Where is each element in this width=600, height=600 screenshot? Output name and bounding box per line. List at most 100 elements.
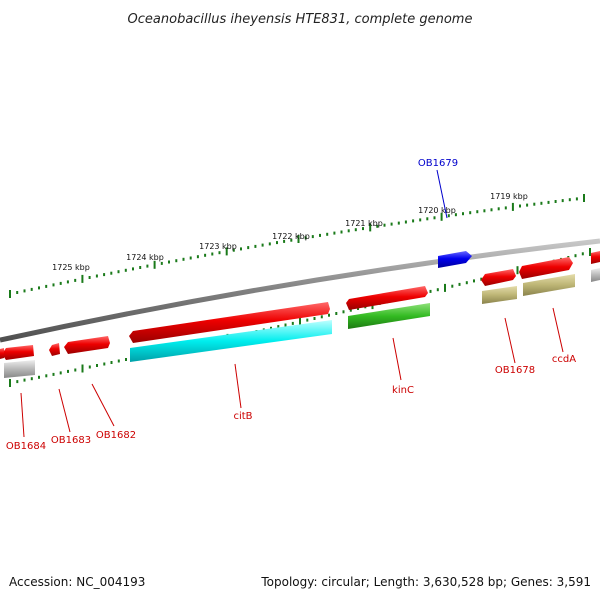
upper-scale-minor-tick xyxy=(433,216,436,220)
gene-label-OB1678[interactable]: OB1678 xyxy=(495,365,535,376)
gene-OB1684-arrow[interactable] xyxy=(2,345,34,360)
cds-row-upper xyxy=(0,251,600,360)
upper-scale-minor-tick xyxy=(526,203,529,207)
feature-citB-box xyxy=(130,320,332,362)
gene-ccdA-arrow[interactable] xyxy=(519,257,573,279)
upper-scale-minor-tick xyxy=(45,284,48,288)
gene-OB1682-arrow[interactable] xyxy=(64,336,110,354)
gene-OB1683-arrow[interactable] xyxy=(49,343,60,356)
upper-scale-minor-tick xyxy=(261,243,264,247)
upper-scale-minor-tick xyxy=(160,261,163,265)
lower-scale-minor-tick xyxy=(436,288,439,292)
lower-scale-major-tick xyxy=(299,317,301,326)
feature-OB1678-box xyxy=(482,286,517,304)
gene-arrow-edge[interactable] xyxy=(591,251,600,264)
accession-text: Accession: NC_004193 xyxy=(9,575,145,589)
scale-label-1725: 1725 kbp xyxy=(52,263,90,272)
lower-scale-minor-tick xyxy=(23,378,26,382)
gene-label-kinC[interactable]: kinC xyxy=(392,385,414,396)
upper-scale-minor-tick xyxy=(419,218,422,222)
lower-scale-major-tick xyxy=(9,379,11,387)
upper-scale-minor-tick xyxy=(132,267,134,271)
lower-scale-minor-tick xyxy=(125,358,127,361)
upper-scale-minor-tick xyxy=(240,247,242,251)
gene-kinC-arrow[interactable] xyxy=(346,286,428,310)
lower-scale-minor-tick xyxy=(38,375,40,379)
upper-scale-major-tick xyxy=(81,274,84,283)
lower-scale-minor-tick xyxy=(465,281,468,285)
gene-labels: OB1679 OB1678 ccdA kinC citB OB1682 OB16… xyxy=(6,158,576,452)
scale-label-1721: 1721 kbp xyxy=(345,219,383,228)
upper-scale-minor-tick xyxy=(66,280,69,284)
gene-label-ccdA[interactable]: ccdA xyxy=(552,354,576,365)
gene-label-OB1679[interactable]: OB1679 xyxy=(418,158,458,169)
gene-label-OB1683[interactable]: OB1683 xyxy=(51,435,91,446)
upper-scale-major-tick xyxy=(153,260,156,269)
leader-OB1682 xyxy=(91,383,115,427)
upper-scale-minor-tick xyxy=(103,273,106,277)
upper-scale-minor-tick xyxy=(124,268,127,272)
upper-scale-minor-tick xyxy=(362,227,364,231)
map-title: Oceanobacillus iheyensis HTE831, complet… xyxy=(128,12,473,27)
scale-label-1723: 1723 kbp xyxy=(199,242,237,251)
upper-scale-minor-tick xyxy=(504,206,507,210)
upper-scale-minor-tick xyxy=(52,283,55,287)
lower-scale-minor-tick xyxy=(284,323,287,327)
gene-label-citB[interactable]: citB xyxy=(233,411,252,422)
lower-scale-minor-tick xyxy=(574,254,577,258)
upper-scale-minor-tick xyxy=(30,287,33,291)
upper-scale-minor-tick xyxy=(95,274,98,278)
lower-scale-major-tick xyxy=(444,283,446,292)
lower-scale-minor-tick xyxy=(277,325,280,329)
upper-scale-minor-tick xyxy=(16,291,19,294)
upper-scale-minor-tick xyxy=(568,198,571,202)
upper-scale-major-tick xyxy=(9,290,11,298)
upper-scale-minor-tick xyxy=(189,256,192,260)
upper-scale-major-tick xyxy=(297,235,300,243)
upper-scale-minor-tick xyxy=(110,271,113,275)
lower-scale-minor-tick xyxy=(357,307,359,310)
leader-OB1678 xyxy=(504,317,516,364)
upper-scale-minor-tick xyxy=(575,197,578,201)
upper-scale-minor-tick xyxy=(561,199,564,203)
scale-labels: 1719 kbp 1720 kbp 1721 kbp 1722 kbp 1723… xyxy=(52,192,528,272)
lower-scale-minor-tick xyxy=(52,372,55,376)
gene-OB1679[interactable] xyxy=(438,251,472,268)
lower-scale-minor-tick xyxy=(306,318,309,322)
gene-OB1678-arrow[interactable] xyxy=(481,269,516,286)
upper-scale-minor-tick xyxy=(268,242,271,246)
gene-arrow-left-edge[interactable] xyxy=(0,348,4,359)
lower-scale-minor-tick xyxy=(335,312,338,315)
upper-scale-major-tick xyxy=(369,223,372,232)
upper-scale-minor-tick xyxy=(469,211,472,215)
lower-scale-minor-tick xyxy=(88,365,91,369)
lower-scale-minor-tick xyxy=(328,313,330,317)
upper-scale-major-tick xyxy=(583,194,585,202)
upper-scale-minor-tick xyxy=(88,276,91,279)
feature-kinC-box xyxy=(348,303,430,329)
leader-OB1683 xyxy=(58,388,71,433)
upper-scale-minor-tick xyxy=(74,278,77,282)
lower-scale-minor-tick xyxy=(16,380,19,384)
upper-scale-minor-tick xyxy=(290,238,293,242)
lower-scale-minor-tick xyxy=(429,289,432,293)
upper-scale-minor-tick xyxy=(283,239,286,243)
upper-scale-minor-tick xyxy=(247,246,250,250)
upper-scale-minor-tick xyxy=(333,231,336,235)
gene-label-OB1682[interactable]: OB1682 xyxy=(96,430,136,441)
upper-scale-minor-tick xyxy=(462,212,464,216)
lower-scale-minor-tick xyxy=(67,369,69,373)
lower-scale-minor-tick xyxy=(581,252,584,256)
lower-scale-minor-tick xyxy=(342,310,345,314)
lower-scale-minor-tick xyxy=(103,362,106,366)
upper-scale-minor-tick xyxy=(376,224,379,228)
leader-OB1679 xyxy=(436,169,448,219)
upper-scale-minor-tick xyxy=(276,241,278,245)
scale-label-1724: 1724 kbp xyxy=(126,253,164,262)
upper-scale-minor-tick xyxy=(383,223,386,227)
upper-scale-major-tick xyxy=(440,212,443,221)
lower-scale-minor-tick xyxy=(451,284,454,288)
gene-label-OB1684[interactable]: OB1684 xyxy=(6,441,46,452)
gene-citB-arrow[interactable] xyxy=(129,302,330,343)
upper-scale-minor-tick xyxy=(397,221,400,225)
